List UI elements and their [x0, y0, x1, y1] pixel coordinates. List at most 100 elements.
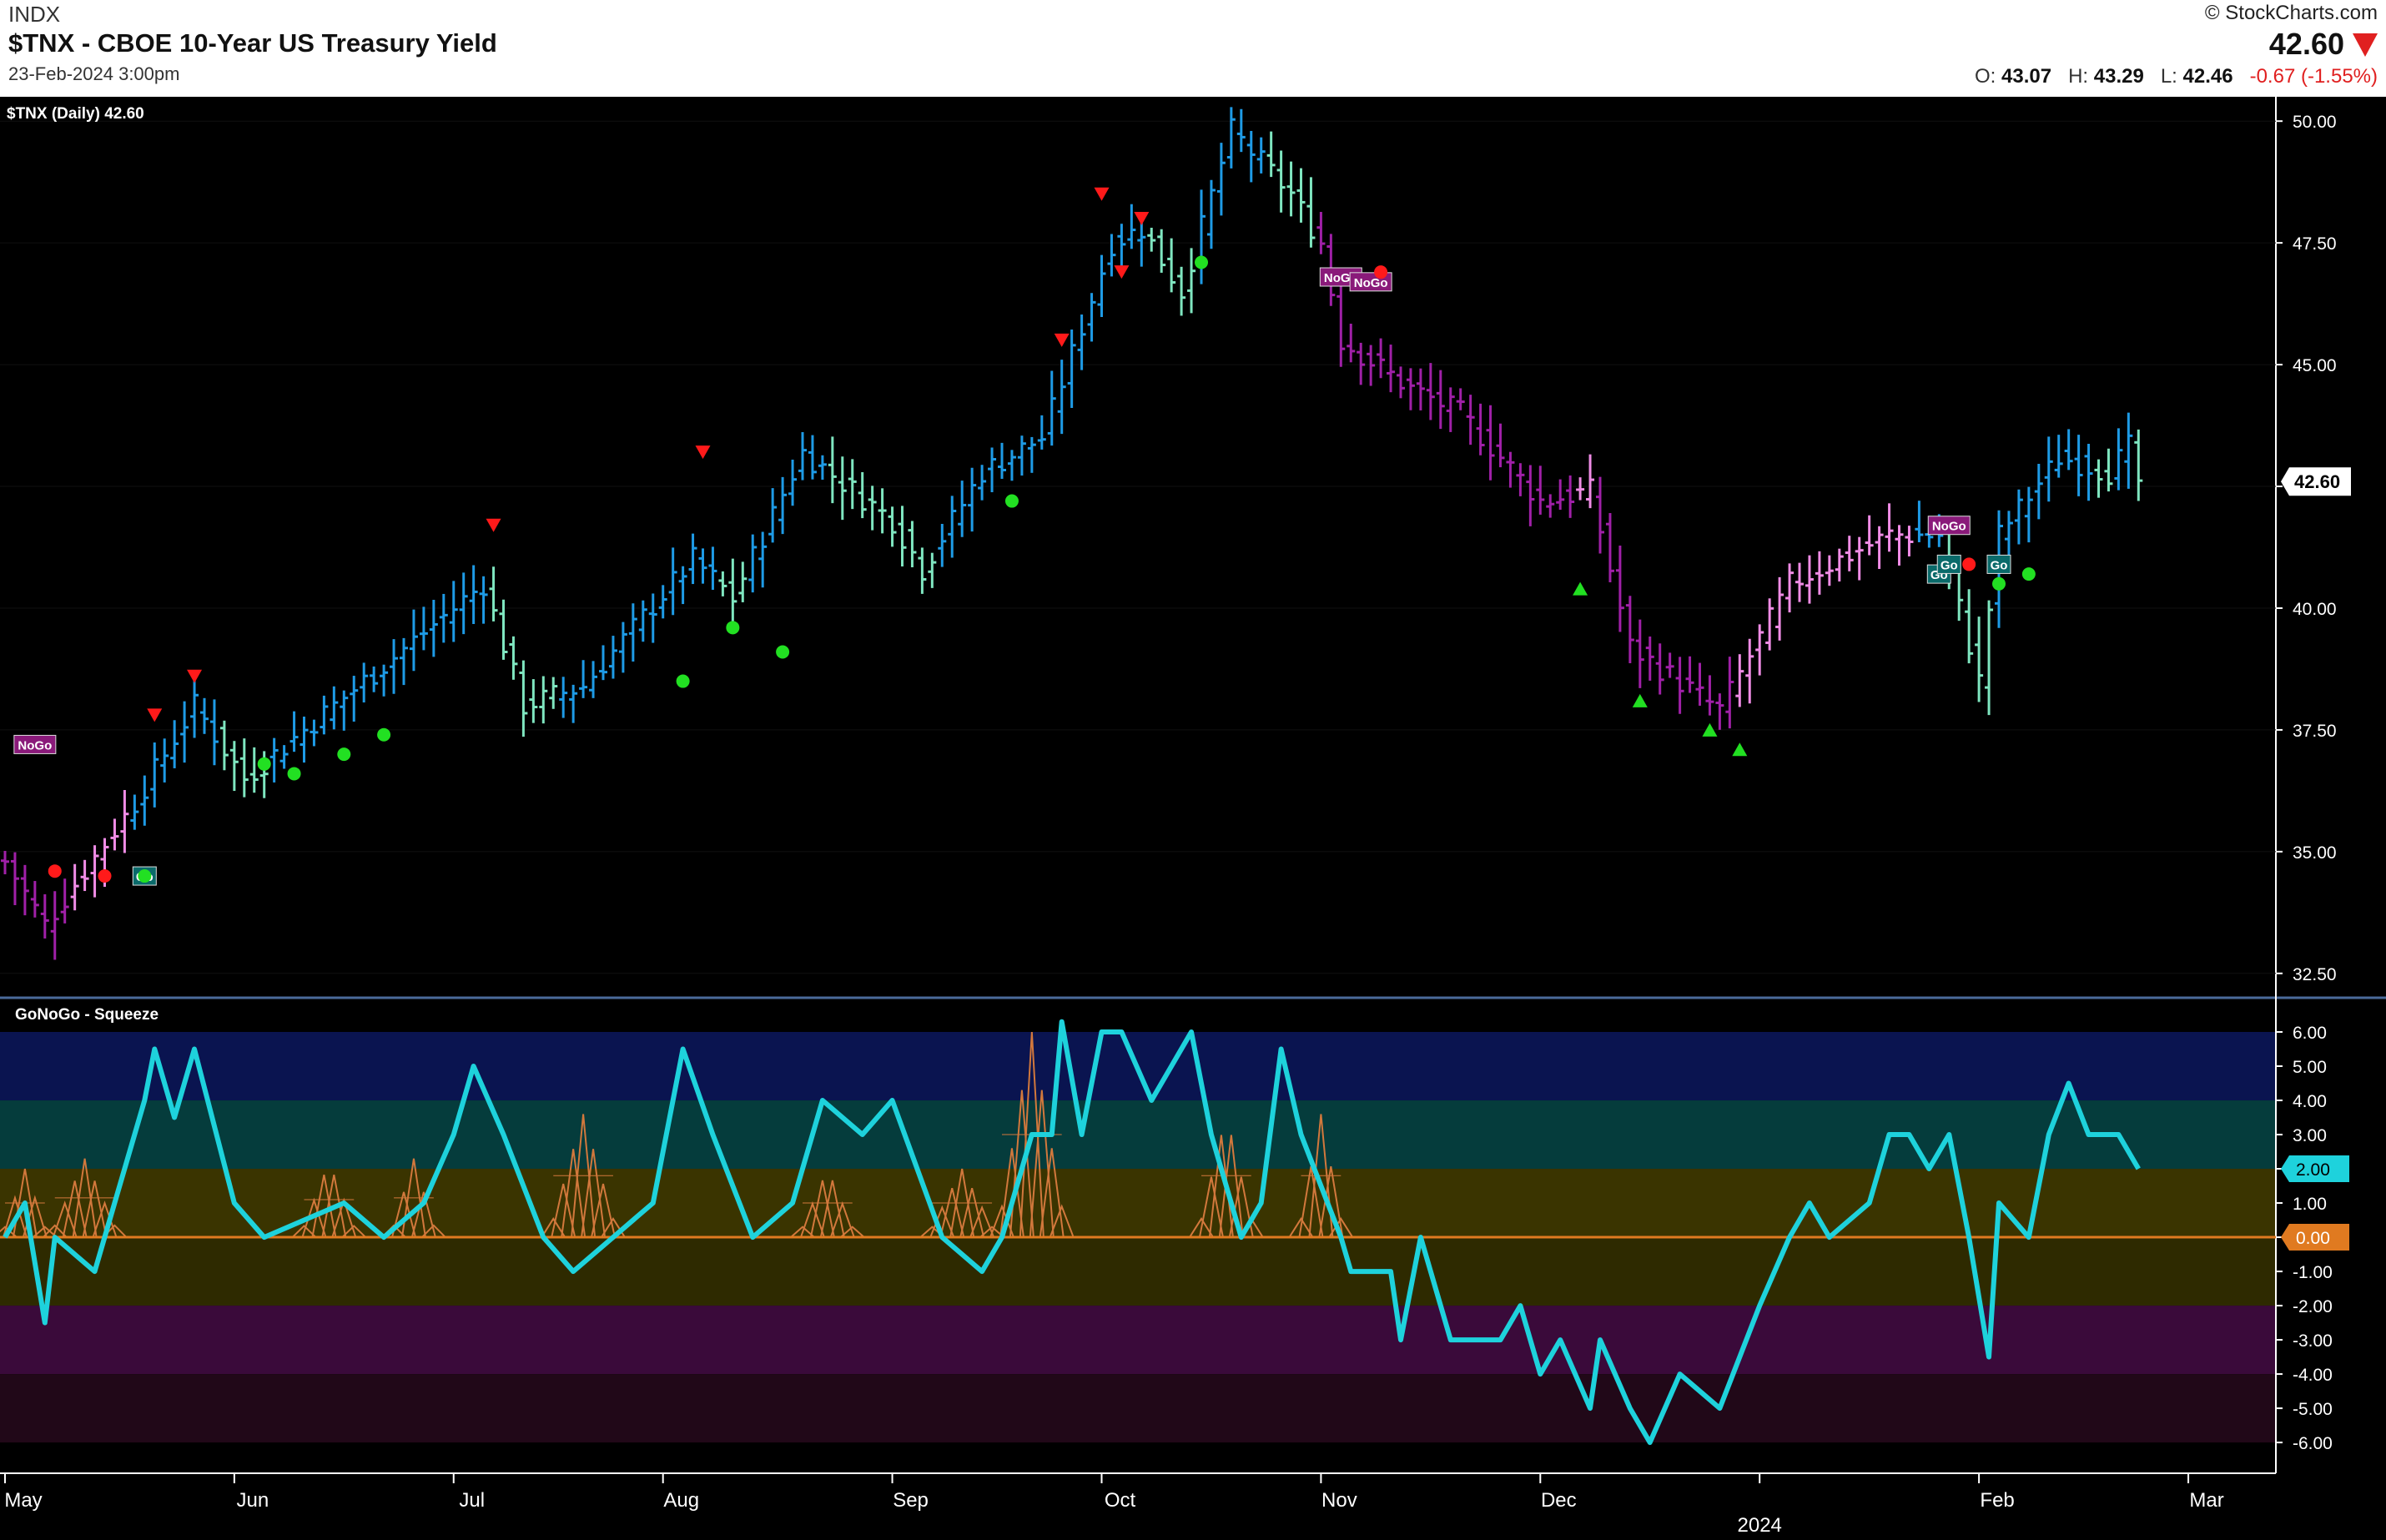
price-bar — [489, 566, 498, 622]
price-bar — [2094, 459, 2103, 498]
osc-tick-label: 4.00 — [2293, 1092, 2327, 1111]
price-bar — [1057, 360, 1066, 435]
label-text: NoGo — [1354, 276, 1388, 290]
price-bar — [758, 531, 768, 588]
last-value-tag: 42.60 — [2281, 467, 2351, 496]
green-dot-marker — [337, 747, 351, 762]
price-bar — [20, 864, 29, 916]
price-bar — [269, 737, 279, 783]
price-bar — [459, 572, 468, 635]
price-bar — [279, 745, 289, 769]
price-bar — [150, 742, 159, 808]
squeeze-spike — [840, 1225, 865, 1238]
price-bar — [1296, 168, 1306, 223]
price-bar — [1067, 330, 1076, 408]
squeeze-spike — [321, 1174, 347, 1238]
price-bar — [1087, 293, 1096, 342]
up-triangle-marker — [1632, 693, 1648, 707]
green-dot-marker — [1992, 576, 2006, 591]
last-value-text: 42.60 — [2294, 471, 2340, 492]
price-bar — [998, 442, 1006, 479]
nogo-label: NoGo — [13, 734, 57, 754]
last-value-box — [2281, 467, 2351, 496]
label-box — [1927, 516, 1971, 536]
price-bar — [1316, 212, 1326, 254]
squeeze-spike — [291, 1225, 317, 1238]
squeeze-spike — [391, 1191, 416, 1238]
price-bar — [1825, 555, 1834, 586]
price-tick-label: 45.00 — [2293, 356, 2337, 375]
price-bar — [878, 488, 887, 534]
high-value: 43.29 — [2093, 65, 2144, 88]
green-dot-marker — [377, 727, 391, 742]
price-bar — [40, 893, 49, 939]
price-bar — [1715, 693, 1724, 730]
ohlc-readout: O: 43.07 H: 43.29 L: 42.46 -0.67 (-1.55%… — [1975, 65, 2378, 88]
osc-value-tag: 2.00 — [2281, 1155, 2349, 1183]
price-bar — [320, 695, 329, 735]
price-bar — [589, 661, 598, 698]
osc-tick-label: -6.00 — [2293, 1434, 2333, 1453]
go-label: Go — [1936, 554, 1961, 574]
price-bar — [1805, 555, 1814, 604]
price-bar — [1027, 436, 1036, 473]
zero-value-box — [2281, 1224, 2349, 1251]
price-bar — [1357, 342, 1366, 385]
price-bar — [1546, 494, 1555, 518]
price-bar — [200, 697, 209, 734]
squeeze-spike — [959, 1188, 985, 1238]
price-bar — [1755, 624, 1764, 676]
price-bar — [1725, 657, 1734, 729]
osc-tick-label: -1.00 — [2293, 1263, 2333, 1282]
price-bar — [658, 585, 667, 619]
price-bar — [1286, 161, 1296, 217]
red-dot-marker — [1962, 557, 1976, 571]
osc-tick-label: -5.00 — [2293, 1400, 2333, 1419]
osc-value-box — [2281, 1155, 2349, 1183]
price-bar — [449, 581, 458, 642]
price-bar — [788, 459, 798, 506]
green-dot-marker — [287, 767, 301, 781]
price-bar — [1336, 283, 1346, 367]
squeeze-cluster — [790, 1180, 865, 1238]
price-bar — [2024, 486, 2033, 543]
price-bar — [70, 863, 79, 911]
price-bar — [1276, 150, 1286, 213]
price-bar — [1377, 338, 1386, 379]
price-bar — [1496, 423, 1505, 468]
price-bar — [439, 593, 448, 643]
oscillator-band — [0, 1237, 2276, 1306]
squeeze-spike — [989, 1204, 1014, 1238]
price-bar — [140, 775, 149, 826]
squeeze-spike — [331, 1197, 357, 1238]
price-tick-label: 47.50 — [2293, 234, 2337, 254]
price-bar — [858, 471, 867, 519]
price-bar — [888, 506, 897, 547]
squeeze-cluster — [291, 1174, 366, 1238]
osc-value-text: 2.00 — [2296, 1160, 2330, 1180]
price-bar — [808, 435, 817, 480]
chart-title: $TNX - CBOE 10-Year US Treasury Yield — [8, 28, 497, 58]
x-tick-label: 2024 — [1738, 1514, 1782, 1537]
green-dot-marker — [676, 674, 690, 688]
chart-area[interactable]: NoGoGoNoGoNoGoNoGoGoGoGo 32.5035.0037.50… — [0, 97, 2386, 1540]
down-triangle-marker — [187, 669, 203, 683]
red-dot-marker — [1374, 265, 1388, 279]
squeeze-spike — [33, 1225, 58, 1238]
down-triangle-marker — [695, 445, 711, 460]
price-bar — [668, 547, 677, 616]
price-bar — [1885, 503, 1894, 552]
price-bar — [30, 881, 39, 918]
price-bar — [2014, 489, 2023, 545]
price-bar — [918, 547, 927, 594]
price-bar — [310, 719, 319, 747]
price-bar — [928, 552, 937, 588]
price-bar — [688, 533, 697, 585]
price-bar — [1037, 415, 1046, 450]
price-bar — [1117, 224, 1126, 268]
copyright-logo[interactable]: © StockCharts.com — [2204, 2, 2378, 24]
price-bar — [1047, 370, 1056, 446]
green-dot-marker — [1004, 494, 1019, 508]
red-dot-marker — [48, 864, 62, 878]
price-bar — [1436, 370, 1445, 430]
